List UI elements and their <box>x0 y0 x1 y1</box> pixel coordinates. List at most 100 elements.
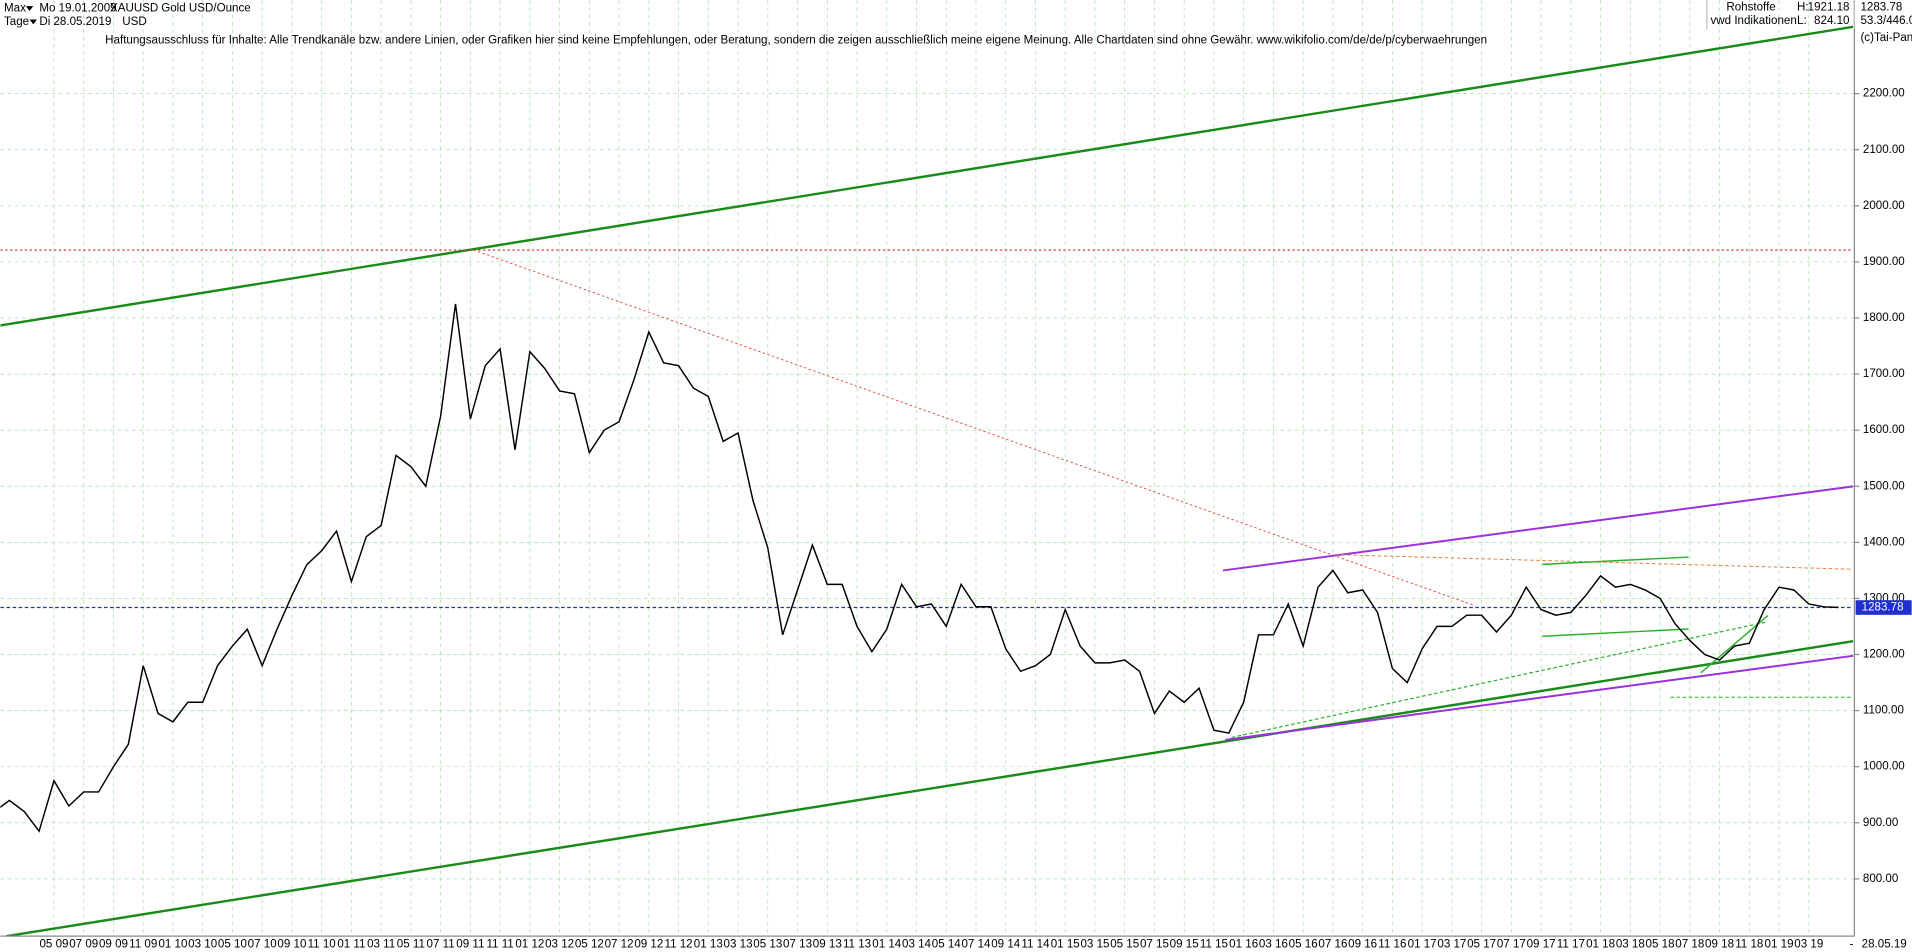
x-tick-label: 03 15 <box>1080 939 1109 951</box>
interval[interactable]: Tage <box>4 16 29 28</box>
copyright: (c)Tai-Pan <box>1860 32 1912 44</box>
x-tick-label: 09 17 <box>1527 939 1556 951</box>
x-tick-label: 05 11 <box>397 939 425 951</box>
x-tick-label: 01 19 <box>1765 939 1794 951</box>
x-tick-label: 09 15 <box>1170 939 1199 951</box>
x-tick-label: 03 11 <box>367 939 395 951</box>
x-tick-label: 05 17 <box>1467 939 1496 951</box>
x-tick-label: 05 18 <box>1646 939 1675 951</box>
y-tick-label: 1800.00 <box>1863 312 1905 324</box>
last-price-box <box>1855 600 1912 615</box>
x-tick-label: 09 18 <box>1705 939 1734 951</box>
x-tick-label: 11 16 <box>1378 939 1406 951</box>
x-tick-label: 05 12 <box>575 939 604 951</box>
y-tick-label: 800.00 <box>1863 873 1898 885</box>
x-tick-label: 11 09 <box>129 939 157 951</box>
trend-line <box>1222 485 1854 572</box>
scale-info: 53.3/446.0 <box>1860 15 1912 27</box>
x-tick-label: 11 11 <box>486 939 513 951</box>
trend-line <box>1542 628 1689 638</box>
x-tick-label: 07 17 <box>1497 939 1526 951</box>
x-tick-label: 07 09 <box>69 939 98 951</box>
x-tick-label: 03 12 <box>545 939 574 951</box>
x-tick-label: 09 10 <box>277 939 306 951</box>
y-tick-label: 1000.00 <box>1863 761 1905 773</box>
market: Rohstoffe <box>1726 1 1775 13</box>
y-tick-label: 1200.00 <box>1863 649 1905 661</box>
x-tick-label: 07 10 <box>248 939 277 951</box>
x-tick-label: 03 16 <box>1259 939 1288 951</box>
x-tick-label: 11 17 <box>1557 939 1585 951</box>
last-price-label: 1283.78 <box>1862 602 1904 614</box>
grid <box>0 0 1855 937</box>
dropdown-arrow[interactable] <box>25 6 34 11</box>
x-tick-label: 03 17 <box>1437 939 1466 951</box>
y-tick-label: 1500.00 <box>1863 480 1905 492</box>
x-tick-label: 01 10 <box>158 939 187 951</box>
x-tick-label: 05 15 <box>1110 939 1139 951</box>
y-tick-label: 2200.00 <box>1863 88 1905 100</box>
x-tick-label: 01 16 <box>1229 939 1258 951</box>
last-date: 28.05.19 <box>1862 939 1907 951</box>
dropdown-arrow[interactable] <box>29 19 37 25</box>
low-label: L: <box>1797 15 1807 27</box>
axis-dash: - <box>1849 939 1853 951</box>
x-tick-label: 07 16 <box>1318 939 1347 951</box>
x-tick-label: 11 12 <box>665 939 693 951</box>
x-tick-label: 05 10 <box>218 939 247 951</box>
x-tick-label: 07 14 <box>961 939 991 951</box>
end-date: Di 28.05.2019 <box>39 16 111 28</box>
x-tick-label: 11 18 <box>1735 939 1763 951</box>
y-tick-label: 1100.00 <box>1863 705 1904 717</box>
x-tick-label: 03 13 <box>724 939 753 951</box>
x-tick-label: 07 13 <box>783 939 812 951</box>
trend-line <box>1225 654 1854 741</box>
x-tick-label: 03 18 <box>1616 939 1645 951</box>
x-tick-label: 09 12 <box>634 939 663 951</box>
x-tick-label: 07 11 <box>427 939 455 951</box>
x-tick-label: 03 19 <box>1794 939 1823 951</box>
x-tick-label: 01 17 <box>1408 939 1437 951</box>
trend-line <box>0 25 1854 327</box>
source: vwd Indikationen <box>1711 15 1797 27</box>
trend-line <box>1231 621 1768 739</box>
x-tick-label: 03 10 <box>188 939 217 951</box>
x-tick-label: 07 12 <box>605 939 634 951</box>
x-tick-label: 09 11 <box>456 939 484 951</box>
currency: USD <box>122 16 146 28</box>
y-tick-label: 1400.00 <box>1863 536 1905 548</box>
x-tick-label: 01 14 <box>872 939 902 951</box>
last-price: 1283.78 <box>1860 1 1902 13</box>
period[interactable]: Max <box>4 3 26 15</box>
x-tick-label: 05 14 <box>932 939 962 951</box>
x-tick-label: 09 14 <box>991 939 1021 951</box>
x-tick-label: 09 13 <box>813 939 842 951</box>
x-tick-label: 09 16 <box>1348 939 1377 951</box>
x-tick-label: 01 18 <box>1586 939 1615 951</box>
x-tick-label: 07 15 <box>1140 939 1169 951</box>
y-tick-label: 2100.00 <box>1863 144 1905 156</box>
y-tick-label: 1700.00 <box>1863 368 1905 380</box>
y-tick-label: 2000.00 <box>1863 200 1905 212</box>
x-tick-label: 01 12 <box>515 939 544 951</box>
start-date: Mo 19.01.2009 <box>39 3 116 15</box>
x-tick-label: 05 16 <box>1289 939 1318 951</box>
y-tick-label: 1600.00 <box>1863 424 1905 436</box>
x-tick-label: 05 09 <box>39 939 68 951</box>
x-tick-label: 01 11 <box>337 939 365 951</box>
trend-line <box>1542 556 1689 566</box>
trend-line <box>473 249 1476 607</box>
y-tick-label: 900.00 <box>1863 817 1898 829</box>
price-line <box>0 303 1839 833</box>
y-tick-label: 1900.00 <box>1863 256 1905 268</box>
symbol: XAUUSD <box>110 3 158 15</box>
x-tick-label: 11 13 <box>843 939 871 951</box>
high-label: H: <box>1797 1 1809 13</box>
disclaimer: Haftungsausschluss für Inhalte: Alle Tre… <box>105 34 1487 46</box>
trend-line <box>6 639 1854 937</box>
x-tick-label: 11 10 <box>308 939 336 951</box>
x-tick-label: 11 14 <box>1021 939 1050 951</box>
x-tick-label: 11 15 <box>1200 939 1228 951</box>
